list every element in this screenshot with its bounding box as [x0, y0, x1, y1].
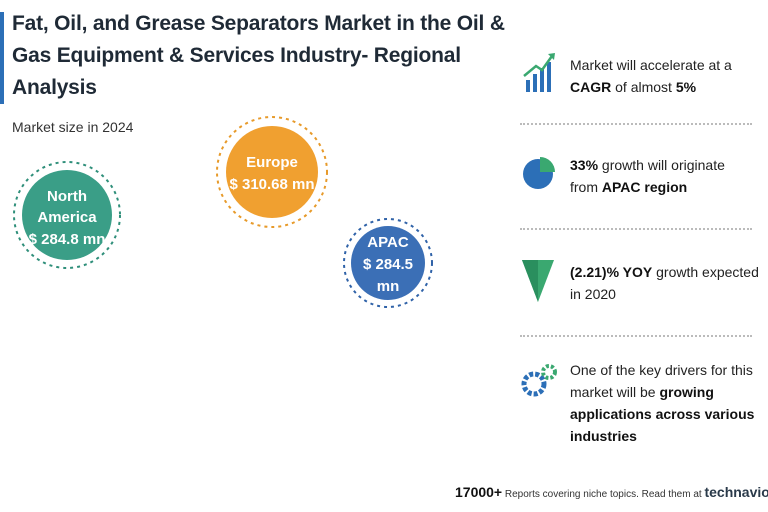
stat-bold: (2.21)% YOY: [570, 264, 653, 280]
title-line: Gas Equipment & Services Industry- Regio…: [12, 44, 461, 67]
ring: [13, 161, 121, 269]
separator: [520, 123, 752, 125]
stat: (2.21)% YOY growth expected in 2020: [570, 261, 759, 305]
stat-text: from: [570, 179, 602, 195]
footer: 17000+ Reports covering niche topics. Re…: [455, 484, 768, 500]
icons: [521, 53, 557, 397]
subtitle: Market size in 2024: [12, 119, 134, 135]
region-value: $ 284.5: [363, 256, 413, 273]
down-icon: [522, 260, 554, 302]
report-count: 17000+: [455, 484, 503, 500]
region-name: APAC: [367, 234, 409, 251]
stat: One of the key drivers for this market w…: [570, 359, 754, 447]
bubble: [351, 226, 425, 300]
stat-text: One of the key drivers for this: [570, 362, 753, 378]
stat-bold: APAC region: [601, 179, 688, 195]
region-name: America: [37, 209, 97, 226]
ring: [216, 116, 328, 228]
stat-bold: CAGR: [570, 79, 612, 95]
stat-bold: applications across various: [570, 406, 755, 422]
brand[interactable]: technavio: [704, 484, 768, 500]
title-line: Fat, Oil, and Grease Separators Market i…: [12, 12, 505, 35]
gears-icon: [521, 364, 557, 397]
stat-text: growth will originate: [598, 157, 725, 173]
pie-icon: [523, 157, 555, 189]
separator: [520, 335, 752, 337]
growth-icon: [523, 53, 555, 92]
ring: [343, 218, 433, 308]
bubble: [226, 126, 318, 218]
region-value: $ 310.68 mn: [229, 176, 314, 193]
title-line: Analysis: [12, 76, 97, 99]
bubbles: North America $ 284.8 mn Europe $ 310.68…: [13, 116, 433, 308]
title: Fat, Oil, and Grease Separators Market i…: [12, 8, 505, 104]
stat-bold: growing: [659, 384, 714, 400]
stat-bold: 33%: [570, 157, 599, 173]
stat: 33% growth will originate from APAC regi…: [570, 154, 725, 198]
footer-text: Reports covering niche topics. Read them…: [504, 489, 702, 500]
region-name: North: [47, 188, 87, 205]
region-value: $ 284.8 mn: [29, 231, 106, 248]
region-value: mn: [377, 278, 400, 295]
separator: [520, 228, 752, 230]
stat: Market will accelerate at a CAGR of almo…: [570, 54, 732, 98]
region-name: Europe: [246, 154, 298, 171]
stat-text: in 2020: [570, 286, 616, 302]
stat-bold: industries: [570, 428, 637, 444]
bubble: [22, 170, 112, 260]
stat-text: market will be: [570, 384, 660, 400]
stat-text: of almost: [611, 79, 676, 95]
accent-bar: [0, 12, 4, 104]
stat-text: Market will accelerate at a: [570, 57, 732, 73]
stat-bold: 5%: [675, 79, 697, 95]
stat-text: growth expected: [652, 264, 759, 280]
